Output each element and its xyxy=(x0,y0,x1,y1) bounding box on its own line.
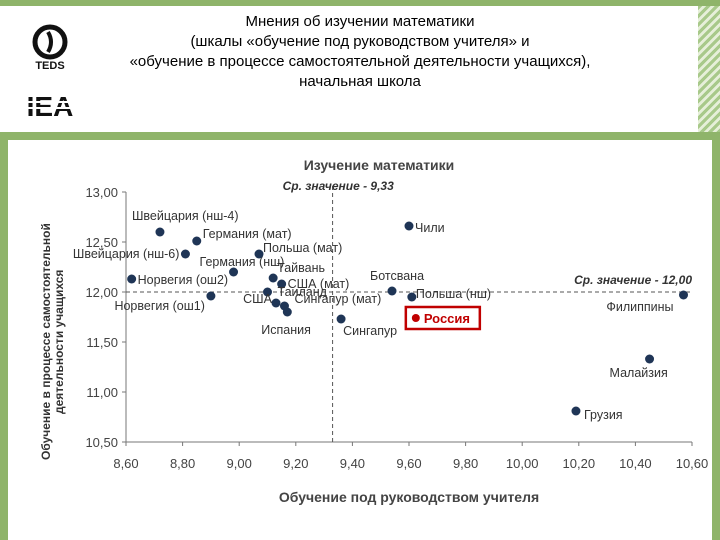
slide-subtitle-line-2: «обучение в процессе самостоятельной дея… xyxy=(129,53,591,70)
data-label: Норвегия (ош1) xyxy=(114,299,204,313)
x-tick-label: 10,40 xyxy=(619,456,652,471)
data-point xyxy=(180,249,190,259)
y-tick-label: 12,00 xyxy=(85,285,118,300)
scatter-chart: Изучение математики 10,50 11,00 11,50 12,00 1… xyxy=(73,157,709,505)
data-point xyxy=(254,249,264,259)
data-point xyxy=(268,273,278,283)
data-point xyxy=(387,286,397,296)
data-point-highlight xyxy=(411,314,420,322)
x-tick-label: 9,00 xyxy=(227,456,252,471)
data-point xyxy=(206,291,216,301)
data-point xyxy=(277,279,287,289)
x-tick-label: 10,60 xyxy=(676,456,709,471)
data-point xyxy=(407,292,417,302)
data-point xyxy=(155,227,165,237)
x-tick-label: 9,20 xyxy=(283,456,308,471)
mean-y-label: Ср. значение - 12,00 xyxy=(574,273,692,287)
x-axis-label: Обучение под руководством учителя xyxy=(279,489,539,505)
data-label: Ботсвана xyxy=(370,269,424,283)
data-point xyxy=(571,406,581,416)
data-label: США (мат) xyxy=(288,277,350,291)
top-border xyxy=(0,0,720,6)
x-tick-label: 8,60 xyxy=(113,456,138,471)
y-axis-label: Обучение в процессе самостоятельной деят… xyxy=(39,223,66,461)
data-point xyxy=(645,354,655,364)
slide-title: Мнения об изучении математики xyxy=(245,13,475,30)
data-label: Швейцария (нш-4) xyxy=(132,209,239,223)
data-label: Таиланд xyxy=(278,285,328,299)
y-tick-label: 13,00 xyxy=(85,185,118,200)
data-label: Германия (мат) xyxy=(203,227,292,241)
data-point xyxy=(229,267,239,277)
x-tick-label: 8,80 xyxy=(170,456,195,471)
data-point xyxy=(679,290,689,300)
data-label: Малайзия xyxy=(610,366,668,380)
header-band xyxy=(0,6,698,132)
data-point xyxy=(271,298,281,308)
data-label: Сингапур (мат) xyxy=(294,292,381,306)
data-label: Польша (мат) xyxy=(263,241,342,255)
data-label: Грузия xyxy=(584,408,623,422)
iea-logo: IEA xyxy=(26,86,74,122)
x-tick-label: 9,40 xyxy=(340,456,365,471)
data-point xyxy=(127,274,137,284)
data-point xyxy=(336,314,346,324)
highlight-box xyxy=(404,305,482,331)
data-label: Польша (нш) xyxy=(416,287,491,301)
iea-logo-text: IEA xyxy=(27,91,74,122)
teds-logo-text: TEDS xyxy=(35,60,64,72)
data-label: Испания xyxy=(261,323,311,337)
x-tick-label: 10,20 xyxy=(563,456,596,471)
data-label: Тайвань xyxy=(277,261,325,275)
data-label: Швейцария (нш-6) xyxy=(73,247,180,261)
data-label: Филиппины xyxy=(606,300,673,314)
data-point xyxy=(192,236,202,246)
y-tick-label: 11,00 xyxy=(86,385,118,400)
data-label: Сингапур xyxy=(343,324,397,338)
data-label-highlight: Россия xyxy=(424,311,470,326)
y-tick-label: 12,50 xyxy=(85,235,118,250)
data-point xyxy=(263,287,272,297)
slide-subtitle-line-1: (шкалы «обучение под руководством учител… xyxy=(190,33,530,50)
mean-x-label: Ср. значение - 9,33 xyxy=(283,179,395,193)
slide-title-block: Мнения об изучении математики (шкалы «об… xyxy=(80,12,640,92)
data-label: Норвегия (ош2) xyxy=(138,273,228,287)
data-label: Германия (нш) xyxy=(200,255,285,269)
teds-logo: TEDS xyxy=(32,24,68,72)
decorative-stripes xyxy=(698,6,720,132)
data-point xyxy=(282,307,292,317)
chart-panel: Изучение математики 10,50 11,00 11,50 12,00 1… xyxy=(8,140,712,540)
chart-title: Изучение математики xyxy=(304,157,455,173)
data-point xyxy=(404,221,414,231)
y-tick-label: 11,50 xyxy=(86,335,118,350)
y-tick-label: 10,50 xyxy=(85,435,118,450)
x-tick-label: 10,00 xyxy=(506,456,539,471)
x-tick-label: 9,80 xyxy=(453,456,478,471)
slide-subtitle-line-3: начальная школа xyxy=(299,73,421,90)
x-tick-label: 9,60 xyxy=(396,456,421,471)
data-label: Чили xyxy=(415,221,445,235)
data-label: США xyxy=(243,292,272,306)
